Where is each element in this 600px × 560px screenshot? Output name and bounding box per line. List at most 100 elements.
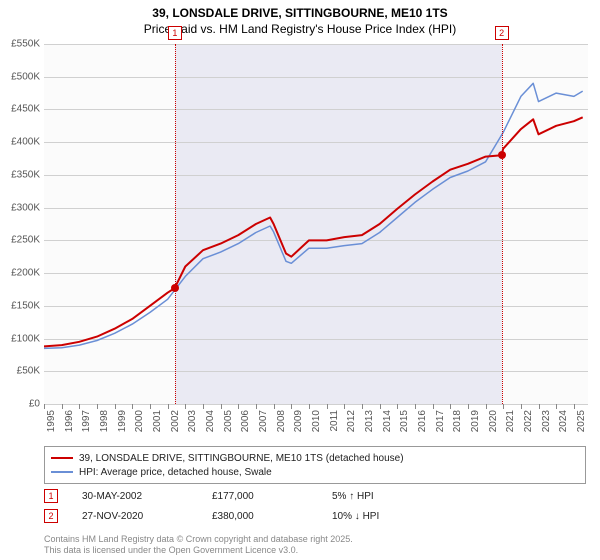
x-axis-label: 2013 [364, 410, 375, 432]
y-axis-label: £200K [0, 268, 40, 279]
y-axis-label: £550K [0, 39, 40, 50]
x-axis-label: 2019 [470, 410, 481, 432]
x-axis-label: 2001 [152, 410, 163, 432]
sale-row-number: 1 [44, 489, 58, 503]
x-axis-tick [415, 404, 416, 409]
x-axis-label: 1999 [117, 410, 128, 432]
legend-item: 39, LONSDALE DRIVE, SITTINGBOURNE, ME10 … [51, 451, 579, 465]
x-axis-label: 2018 [452, 410, 463, 432]
x-axis-label: 2011 [329, 410, 340, 432]
x-axis-tick [62, 404, 63, 409]
x-axis-label: 2021 [505, 410, 516, 432]
sale-row-price: £380,000 [212, 511, 332, 522]
chart-title-block: 39, LONSDALE DRIVE, SITTINGBOURNE, ME10 … [0, 0, 600, 37]
x-axis-tick [274, 404, 275, 409]
sale-row: 227-NOV-2020£380,00010% HPI [44, 506, 586, 526]
y-axis-label: £450K [0, 104, 40, 115]
x-axis-tick [327, 404, 328, 409]
x-axis-label: 1998 [99, 410, 110, 432]
y-axis-label: £100K [0, 333, 40, 344]
x-axis-tick [97, 404, 98, 409]
x-axis-tick [168, 404, 169, 409]
x-axis-tick [486, 404, 487, 409]
x-axis-tick [539, 404, 540, 409]
y-axis-label: £250K [0, 235, 40, 246]
x-axis-label: 2023 [541, 410, 552, 432]
x-axis-tick [344, 404, 345, 409]
x-axis-label: 2000 [134, 410, 145, 432]
sale-events: 1 30-MAY-2002£177,0005% HPI 227-NOV-2020£3… [44, 486, 586, 526]
x-axis-tick [556, 404, 557, 409]
plot-region: £0£50K£100K£150K£200K£250K£300K£350K£400… [44, 44, 588, 404]
x-axis-tick [132, 404, 133, 409]
sale-point-dot [498, 151, 506, 159]
x-axis-tick [221, 404, 222, 409]
x-axis-label: 2003 [187, 410, 198, 432]
x-axis-label: 2008 [276, 410, 287, 432]
sale-guideline [502, 44, 503, 404]
x-axis-label: 2006 [240, 410, 251, 432]
x-axis-label: 1997 [81, 410, 92, 432]
x-axis-tick [185, 404, 186, 409]
x-axis-tick [79, 404, 80, 409]
footer-line-1: Contains HM Land Registry data © Crown c… [44, 534, 353, 544]
y-axis-label: £50K [0, 366, 40, 377]
x-axis-label: 2014 [382, 410, 393, 432]
x-axis-tick [238, 404, 239, 409]
chart-title-address: 39, LONSDALE DRIVE, SITTINGBOURNE, ME10 … [0, 6, 600, 22]
y-axis-label: £150K [0, 300, 40, 311]
series-svg [44, 44, 588, 404]
legend-swatch [51, 471, 73, 473]
x-axis-tick [397, 404, 398, 409]
x-axis-label: 2007 [258, 410, 269, 432]
sale-row-date: 30-MAY-2002 [82, 491, 212, 502]
y-axis-label: £500K [0, 71, 40, 82]
legend: 39, LONSDALE DRIVE, SITTINGBOURNE, ME10 … [44, 446, 586, 484]
x-axis-tick [362, 404, 363, 409]
x-axis-label: 2012 [346, 410, 357, 432]
x-axis-tick [521, 404, 522, 409]
sale-row-number: 2 [44, 509, 58, 523]
x-axis-tick [450, 404, 451, 409]
sale-guideline [175, 44, 176, 404]
y-axis-label: £400K [0, 137, 40, 148]
sale-point-dot [171, 284, 179, 292]
sale-row-price: £177,000 [212, 491, 332, 502]
x-axis-tick [44, 404, 45, 409]
x-axis-tick [503, 404, 504, 409]
x-axis-tick [256, 404, 257, 409]
x-axis-label: 2017 [435, 410, 446, 432]
sale-row: 1 30-MAY-2002£177,0005% HPI [44, 486, 586, 506]
x-axis-label: 2016 [417, 410, 428, 432]
x-axis-tick [309, 404, 310, 409]
x-axis-label: 1996 [64, 410, 75, 432]
footer-line-2: This data is licensed under the Open Gov… [44, 545, 298, 555]
x-axis-label: 2020 [488, 410, 499, 432]
x-axis-label: 1995 [46, 410, 57, 432]
x-axis-label: 2004 [205, 410, 216, 432]
gridline-horizontal [44, 404, 588, 405]
x-axis-tick [291, 404, 292, 409]
arrow-down-icon: 10% [332, 511, 360, 522]
chart-title-subtitle: Price paid vs. HM Land Registry's House … [0, 22, 600, 38]
legend-label: HPI: Average price, detached house, Swal… [79, 467, 272, 478]
x-axis-label: 2025 [576, 410, 587, 432]
x-axis-tick [380, 404, 381, 409]
sale-marker-number: 2 [495, 26, 509, 40]
y-axis-label: £350K [0, 169, 40, 180]
legend-label: 39, LONSDALE DRIVE, SITTINGBOURNE, ME10 … [79, 453, 404, 464]
y-axis-label: £300K [0, 202, 40, 213]
arrow-up-icon: 5% [332, 491, 354, 502]
sale-row-diff: 5% HPI [332, 491, 586, 502]
x-axis-label: 2024 [558, 410, 569, 432]
x-axis-label: 2015 [399, 410, 410, 432]
sale-row-diff: 10% HPI [332, 511, 586, 522]
legend-item: HPI: Average price, detached house, Swal… [51, 465, 579, 479]
footer-attribution: Contains HM Land Registry data © Crown c… [44, 534, 353, 556]
x-axis-label: 2005 [223, 410, 234, 432]
x-axis-tick [574, 404, 575, 409]
x-axis-label: 2010 [311, 410, 322, 432]
y-axis-label: £0 [0, 399, 40, 410]
x-axis-label: 2002 [170, 410, 181, 432]
x-axis-label: 2009 [293, 410, 304, 432]
